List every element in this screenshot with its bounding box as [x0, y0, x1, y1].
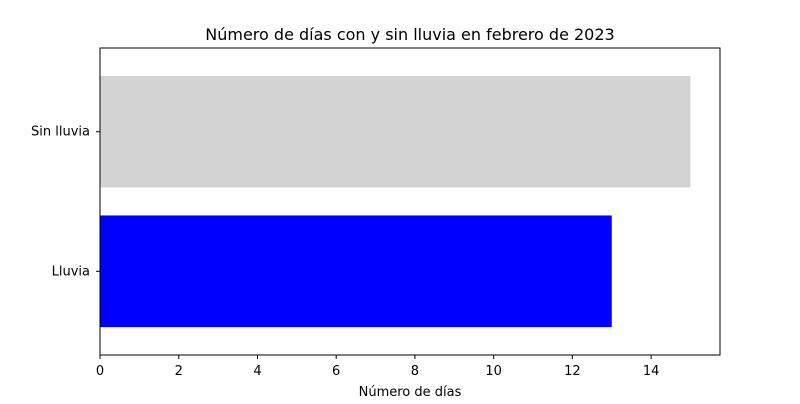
x-axis-label: Número de días [359, 385, 462, 400]
x-tick-label: 4 [253, 364, 261, 379]
chart-title: Número de días con y sin lluvia en febre… [205, 25, 614, 44]
x-tick-label: 8 [411, 364, 419, 379]
y-axis: Lluvia Sin lluvia [31, 125, 100, 279]
x-tick-label: 12 [564, 364, 581, 379]
bar-lluvia [100, 215, 612, 328]
x-tick-label: 6 [332, 364, 340, 379]
bar-sin-lluvia [100, 75, 691, 188]
x-tick-label: 14 [643, 364, 660, 379]
bars-layer [100, 75, 691, 328]
y-tick-label: Lluvia [52, 264, 90, 279]
y-tick-label: Sin lluvia [31, 125, 90, 140]
x-tick-label: 10 [485, 364, 502, 379]
plot-frame [99, 47, 721, 356]
x-tick-label: 0 [96, 364, 104, 379]
x-axis: 0 2 4 6 8 10 12 14 [96, 355, 660, 379]
x-tick-label: 2 [175, 364, 183, 379]
